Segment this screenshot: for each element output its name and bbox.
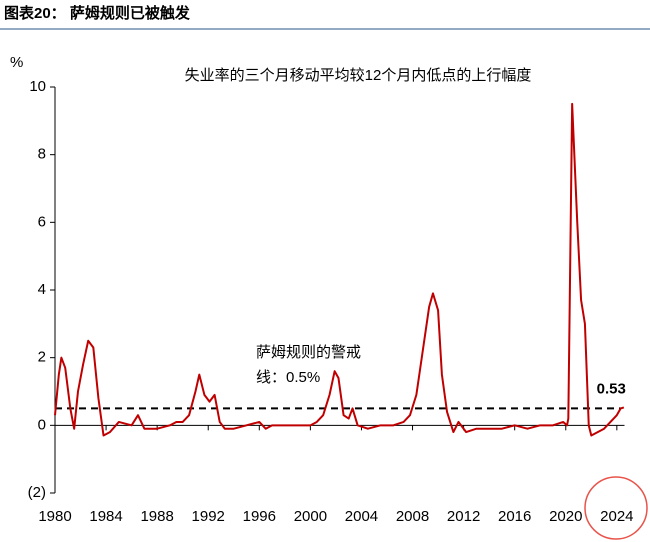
x-tick-label: 2008 xyxy=(396,508,429,525)
highlight-circle xyxy=(584,476,648,540)
x-tick-label: 1996 xyxy=(243,508,276,525)
series-line xyxy=(54,102,625,437)
chart-subtitle: 失业率的三个月移动平均较12个月内低点的上行幅度 xyxy=(185,66,532,84)
annotation: 线：0.5% xyxy=(256,369,320,386)
y-unit: % xyxy=(10,54,23,71)
chart-title: 图表20： 萨姆规则已被触发 xyxy=(4,4,191,22)
y-tick-label: 6 xyxy=(38,213,46,230)
x-tick-label: 2004 xyxy=(345,508,378,525)
x-tick-label: 2024 xyxy=(600,508,633,525)
value-label: 0.53 xyxy=(597,380,626,397)
x-tick-label: 2000 xyxy=(294,508,327,525)
x-tick-label: 2012 xyxy=(447,508,480,525)
y-tick-label: (2) xyxy=(28,484,46,501)
y-tick-label: 0 xyxy=(38,416,46,433)
x-tick-label: 1984 xyxy=(89,508,122,525)
y-tick-label: 2 xyxy=(38,349,46,366)
y-tick-label: 10 xyxy=(29,78,46,95)
annotation: 萨姆规则的警戒 xyxy=(256,344,361,361)
x-tick-label: 2020 xyxy=(549,508,582,525)
x-tick-label: 1992 xyxy=(192,508,225,525)
x-tick-label: 1988 xyxy=(140,508,173,525)
x-tick-label: 2016 xyxy=(498,508,531,525)
y-tick-label: 4 xyxy=(38,281,46,298)
y-tick-label: 8 xyxy=(38,146,46,163)
x-tick-label: 1980 xyxy=(38,508,71,525)
